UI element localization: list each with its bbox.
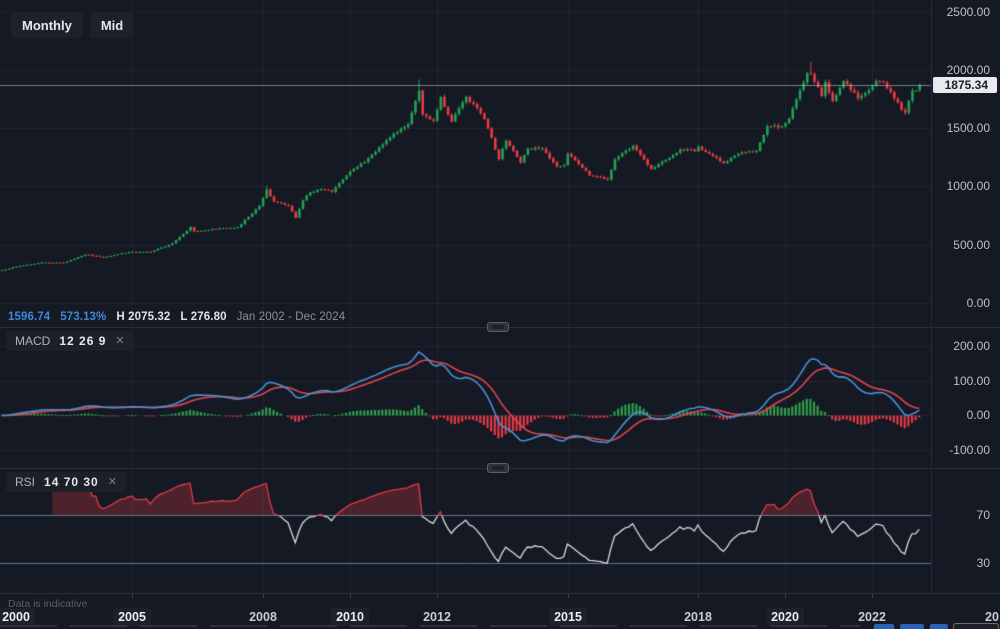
price-axis-tick: 500.00: [953, 238, 990, 252]
price-axis-tick: 1500.00: [946, 121, 990, 135]
chart-style-button[interactable]: Mid: [89, 13, 135, 38]
macd-params: 12 26 9: [59, 334, 107, 348]
bottom-toolbar-fragment: [0, 625, 860, 627]
macd-legend[interactable]: MACD 12 26 9 ✕: [6, 331, 134, 351]
time-axis-label-2000: 2000: [0, 608, 35, 626]
interval-button[interactable]: Monthly: [11, 13, 83, 38]
time-axis-label-2010: 2010: [331, 608, 369, 626]
change-pct-value: 573.13%: [60, 311, 107, 323]
time-axis-label-2020: 2020: [766, 608, 804, 626]
rsi-params: 14 70 30: [44, 475, 99, 489]
price-axis-tick: 2000.00: [946, 63, 990, 77]
time-scale[interactable]: 2000 2005 2008 2010 2012 2015 2018 2020 2022 20: [0, 594, 1000, 629]
time-axis-tick: [132, 594, 133, 598]
high-number: 2075.32: [128, 311, 171, 323]
low-prefix: L: [180, 311, 188, 323]
macd-axis-tick: 100.00: [953, 374, 990, 388]
pane-divider-rsi-time: [0, 593, 1000, 594]
date-range: Jan 2002 - Dec 2024: [236, 311, 346, 323]
low-value: L 276.80: [180, 311, 226, 323]
rsi-axis-tick: 30: [976, 556, 990, 570]
time-axis-label-2005: 2005: [113, 608, 151, 626]
high-prefix: H: [116, 311, 125, 323]
rsi-legend[interactable]: RSI 14 70 30 ✕: [6, 472, 126, 492]
time-axis-tick: [350, 594, 351, 598]
last-price-label: 1875.34: [933, 77, 997, 93]
time-axis-tick: [437, 594, 438, 598]
time-axis-tick: [872, 594, 873, 598]
time-axis-tick: [698, 594, 699, 598]
time-axis-label-20: 20: [985, 610, 999, 624]
price-scale-border: [931, 0, 932, 593]
partial-logo: [874, 624, 948, 629]
macd-axis-tick: -100.00: [949, 443, 990, 457]
rsi-close-icon[interactable]: ✕: [107, 476, 117, 488]
time-axis-label-2022: 2022: [858, 610, 886, 624]
price-axis-tick: 1000.00: [946, 179, 990, 193]
data-note: Data is indicative: [8, 598, 88, 610]
time-axis-label-2015: 2015: [549, 608, 587, 626]
low-number: 276.80: [190, 311, 227, 323]
rsi-axis-tick: 70: [976, 508, 990, 522]
macd-title: MACD: [15, 334, 51, 348]
rsi-title: RSI: [15, 475, 36, 489]
change-abs-value: 1596.74: [8, 311, 51, 323]
time-axis-tick: [568, 594, 569, 598]
price-axis-tick: 2500.00: [946, 5, 990, 19]
top-toolbar: Monthly Mid: [11, 13, 135, 38]
time-axis-tick: [263, 594, 264, 598]
high-value: H 2075.32: [116, 311, 170, 323]
ohlc-info: 1596.74 573.13% H 2075.32 L 276.80 Jan 2…: [8, 311, 345, 323]
time-axis-label-2012: 2012: [423, 610, 451, 624]
time-axis-label-2008: 2008: [249, 610, 277, 624]
macd-axis-tick: 200.00: [953, 339, 990, 353]
pane-resize-handle-1[interactable]: [487, 322, 509, 332]
pane-resize-handle-2[interactable]: [487, 463, 509, 473]
bottom-button-fragment: [953, 623, 999, 629]
macd-axis-tick: 0.00: [966, 408, 990, 422]
macd-close-icon[interactable]: ✕: [115, 335, 125, 347]
price-axis-tick: 0.00: [966, 296, 990, 310]
time-axis-label-2018: 2018: [684, 610, 712, 624]
time-axis-tick: [785, 594, 786, 598]
